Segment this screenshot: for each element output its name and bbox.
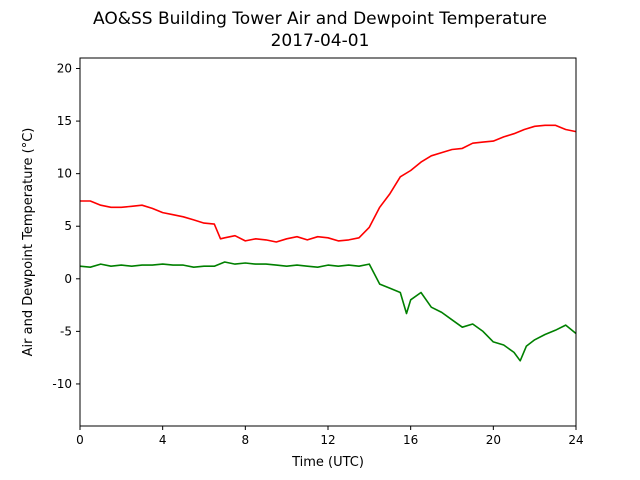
series-line-1: [79, 261, 577, 362]
series-line-0: [80, 124, 577, 243]
chart-title: AO&SS Building Tower Air and Dewpoint Te…: [93, 9, 547, 29]
y-tick-label: -5: [60, 324, 72, 338]
y-axis-label: Air and Dewpoint Temperature (°C): [21, 128, 36, 357]
plot-area: [79, 124, 577, 362]
y-tick-label: 10: [57, 167, 72, 181]
y-tick-label: 20: [57, 62, 72, 76]
chart-subtitle: 2017-04-01: [271, 31, 370, 51]
x-tick-label: 12: [320, 433, 335, 447]
y-tick-label: 15: [57, 114, 72, 128]
y-tick-label: 5: [64, 219, 72, 233]
y-tick-label: 0: [64, 272, 72, 286]
x-tick-label: 20: [486, 433, 501, 447]
x-tick-label: 8: [242, 433, 250, 447]
x-tick-label: 0: [76, 433, 84, 447]
x-tick-label: 16: [403, 433, 418, 447]
x-tick-label: 4: [159, 433, 167, 447]
y-tick-label: -10: [52, 377, 72, 391]
axis-ticks: 0 4 8 12 16 20 24 -10 -5 0 5 10 15 20: [52, 62, 583, 447]
x-tick-label: 24: [568, 433, 583, 447]
plot-frame: [79, 57, 577, 427]
x-axis-label: Time (UTC): [291, 455, 364, 470]
